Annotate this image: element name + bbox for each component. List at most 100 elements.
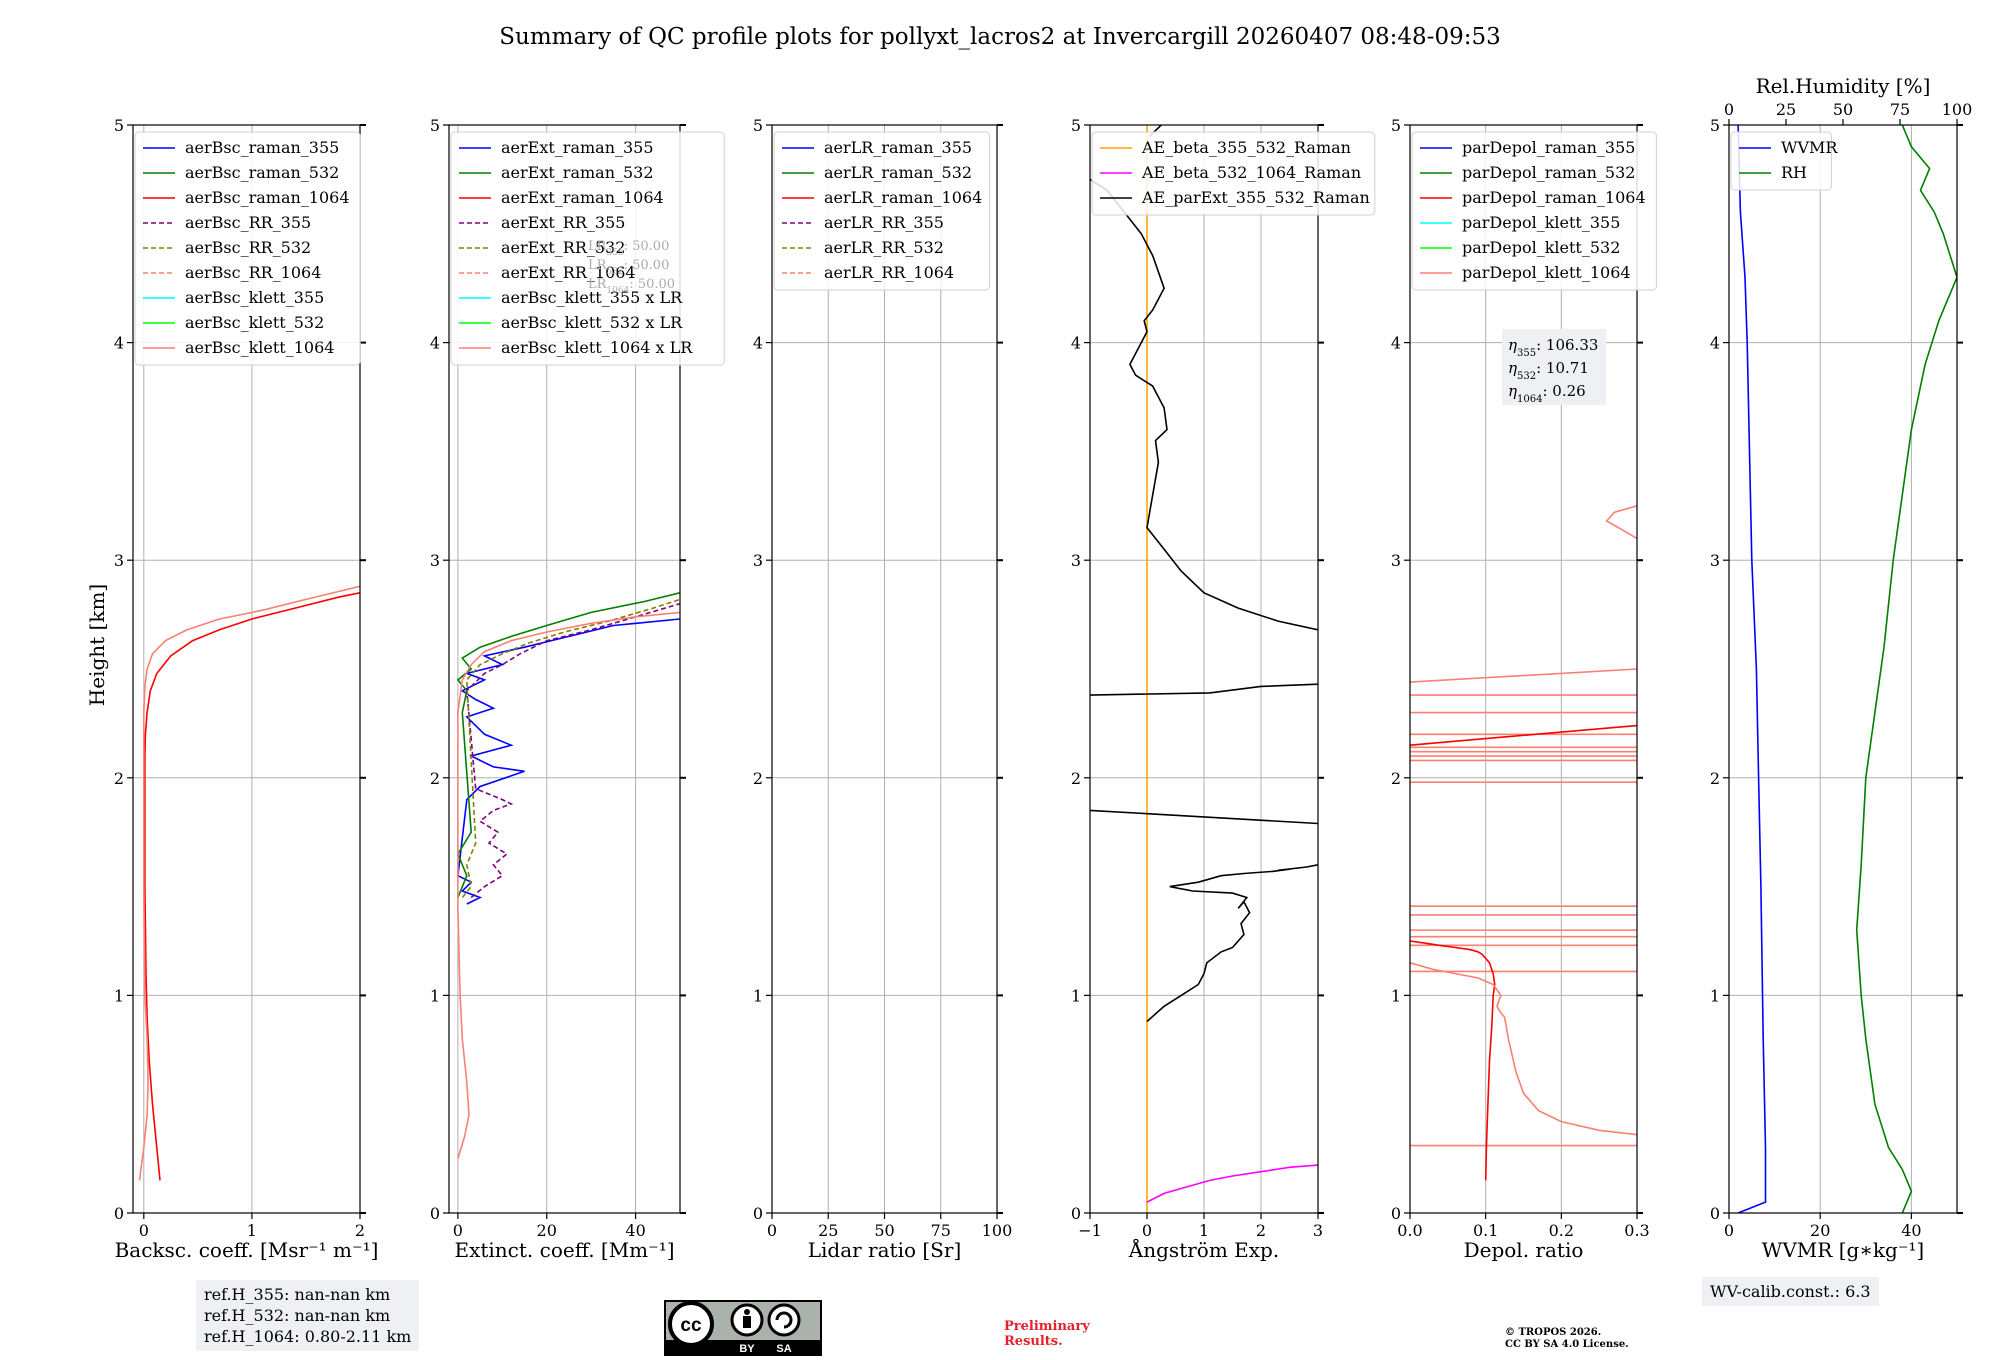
legend-label: aerBsc_raman_355 xyxy=(185,138,339,157)
legend-label: aerBsc_klett_355 x LR xyxy=(501,288,683,307)
ref-height-1064: ref.H_1064: 0.80-2.11 km xyxy=(204,1327,412,1346)
legend: parDepol_raman_355 parDepol_raman_532 parD… xyxy=(1411,131,1657,291)
y-tick-label: 0 xyxy=(114,1204,124,1223)
y-tick-label: 3 xyxy=(430,551,440,570)
legend-label: aerBsc_klett_355 xyxy=(185,288,324,307)
legend-label: WVMR xyxy=(1781,138,1838,157)
share-alike-icon xyxy=(767,1303,801,1337)
legend-label: aerLR_raman_355 xyxy=(824,138,972,157)
y-tick-label: 3 xyxy=(753,551,763,570)
series-group xyxy=(1737,125,1957,1213)
y-tick-label: 3 xyxy=(1071,551,1081,570)
y-tick-label: 0 xyxy=(753,1204,763,1223)
legend: aerExt_raman_355 aerExt_raman_532 aerExt_r… xyxy=(450,131,725,366)
lidar-ratio-label: LR355: 50.00 xyxy=(588,239,669,258)
y-tick-label: 1 xyxy=(430,986,440,1005)
x-tick-label: 20 xyxy=(1810,1221,1830,1240)
y-tick-label: 5 xyxy=(1710,116,1720,135)
eta-label: η355: 106.33 xyxy=(1508,336,1598,359)
legend-label: aerLR_RR_532 xyxy=(824,238,944,257)
series-aerBsc_klett_1064 x LR xyxy=(457,611,680,1159)
series-RH xyxy=(1855,125,1957,1213)
eta-label: η1064: 0.26 xyxy=(1508,382,1586,405)
legend: WVMR RH xyxy=(1730,131,1838,191)
x-tick-label: 40 xyxy=(625,1221,645,1240)
panel-lr: 0 25 50 75 100 0 1 2 3 4 5 Lidar ratio [Sr] aerLR_ra… xyxy=(753,116,1012,1262)
top-tick-label: 50 xyxy=(1833,100,1853,119)
legend-label: aerBsc_RR_532 xyxy=(185,238,311,257)
y-tick-label: 1 xyxy=(1391,986,1401,1005)
legend: aerLR_raman_355 aerLR_raman_532 aerLR_rama… xyxy=(773,131,991,291)
lidar-ratio-label: LR1064: 50.00 xyxy=(588,277,675,296)
legend-label: aerExt_raman_1064 xyxy=(501,188,664,207)
cc-by-label: BY xyxy=(739,1343,755,1355)
y-tick-label: 5 xyxy=(114,116,124,135)
x-tick-label: 0 xyxy=(139,1221,149,1240)
panel-ext: 0 20 40 0 1 2 3 4 5 Extinct. coeff. [Mm⁻¹] aerExt_… xyxy=(430,116,725,1262)
x-tick-label: 2 xyxy=(355,1221,365,1240)
legend-label: aerExt_raman_532 xyxy=(501,163,654,182)
x-tick-label: 1 xyxy=(247,1221,257,1240)
x-tick-label: 0 xyxy=(453,1221,463,1240)
series-AE_parExt_355_532_Raman xyxy=(1146,864,1318,1023)
legend-label: aerLR_RR_355 xyxy=(824,213,944,232)
legend-label: aerBsc_klett_1064 xyxy=(185,338,334,357)
top-axis-label: Rel.Humidity [%] xyxy=(1756,74,1931,98)
legend-label: parDepol_klett_355 xyxy=(1462,213,1620,232)
legend-label: aerBsc_klett_532 x LR xyxy=(501,313,683,332)
x-axis-label: Backsc. coeff. [Msr⁻¹ m⁻¹] xyxy=(115,1238,379,1262)
y-tick-label: 2 xyxy=(114,769,124,788)
y-tick-label: 5 xyxy=(430,116,440,135)
legend-label: parDepol_klett_532 xyxy=(1462,238,1620,257)
y-tick-label: 4 xyxy=(114,334,124,353)
x-tick-label: 50 xyxy=(874,1221,894,1240)
legend: AE_beta_355_532_Raman AE_beta_532_1064_Ra… xyxy=(1091,131,1376,216)
axes-frame xyxy=(1409,124,1638,1214)
legend-label: aerBsc_RR_355 xyxy=(185,213,311,232)
series-group xyxy=(456,592,680,1159)
series-aerExt_RR_532 xyxy=(461,598,680,899)
y-tick-label: 4 xyxy=(1710,334,1720,353)
legend-label: aerBsc_raman_1064 xyxy=(185,188,350,207)
x-axis-label: WVMR [g∗kg⁻¹] xyxy=(1762,1238,1924,1262)
preliminary-line2: Results. xyxy=(1004,1334,1063,1349)
y-tick-label: 0 xyxy=(430,1204,440,1223)
series-aerBsc_klett_1064 xyxy=(138,585,360,1181)
x-tick-label: 0 xyxy=(1724,1221,1734,1240)
y-tick-label: 3 xyxy=(1391,551,1401,570)
series-parDepol_klett_1064 xyxy=(1410,962,1637,1136)
y-tick-label: 3 xyxy=(114,551,124,570)
legend-label: parDepol_raman_1064 xyxy=(1462,188,1646,207)
y-tick-label: 4 xyxy=(430,334,440,353)
top-tick-label: 75 xyxy=(1890,100,1910,119)
legend-label: AE_beta_532_1064_Raman xyxy=(1141,163,1361,182)
x-axis-label: Depol. ratio xyxy=(1464,1238,1584,1262)
y-tick-label: 2 xyxy=(1710,769,1720,788)
x-tick-label: −1 xyxy=(1078,1221,1102,1240)
series-group xyxy=(1410,505,1637,1181)
legend-label: RH xyxy=(1781,163,1807,182)
y-tick-label: 0 xyxy=(1071,1204,1081,1223)
x-tick-label: 20 xyxy=(537,1221,557,1240)
y-tick-label: 2 xyxy=(753,769,763,788)
reference-height-box: ref.H_355: nan-nan km ref.H_532: nan-nan… xyxy=(196,1280,420,1351)
wv-calibration-box: WV-calib.const.: 6.3 xyxy=(1702,1277,1879,1306)
svg-text:cc: cc xyxy=(680,1315,702,1336)
y-tick-label: 1 xyxy=(114,986,124,1005)
legend-label: aerExt_RR_355 xyxy=(501,213,625,232)
y-axis-label: Height [km] xyxy=(85,584,109,706)
x-tick-label: 0 xyxy=(767,1221,777,1240)
series-parDepol_klett_1064 xyxy=(1605,505,1637,540)
series-aerExt_raman_532 xyxy=(456,592,680,898)
y-tick-label: 2 xyxy=(430,769,440,788)
y-tick-label: 0 xyxy=(1391,1204,1401,1223)
x-axis-label: Ångström Exp. xyxy=(1128,1237,1279,1262)
legend-label: aerBsc_klett_1064 x LR xyxy=(501,338,693,357)
axes-frame xyxy=(448,124,681,1214)
series-aerBsc_raman_1064 xyxy=(144,592,360,1181)
y-tick-label: 1 xyxy=(1071,986,1081,1005)
y-tick-label: 5 xyxy=(1071,116,1081,135)
copyright-line1: © TROPOS 2026. xyxy=(1505,1327,1602,1338)
legend-label: aerExt_raman_355 xyxy=(501,138,654,157)
